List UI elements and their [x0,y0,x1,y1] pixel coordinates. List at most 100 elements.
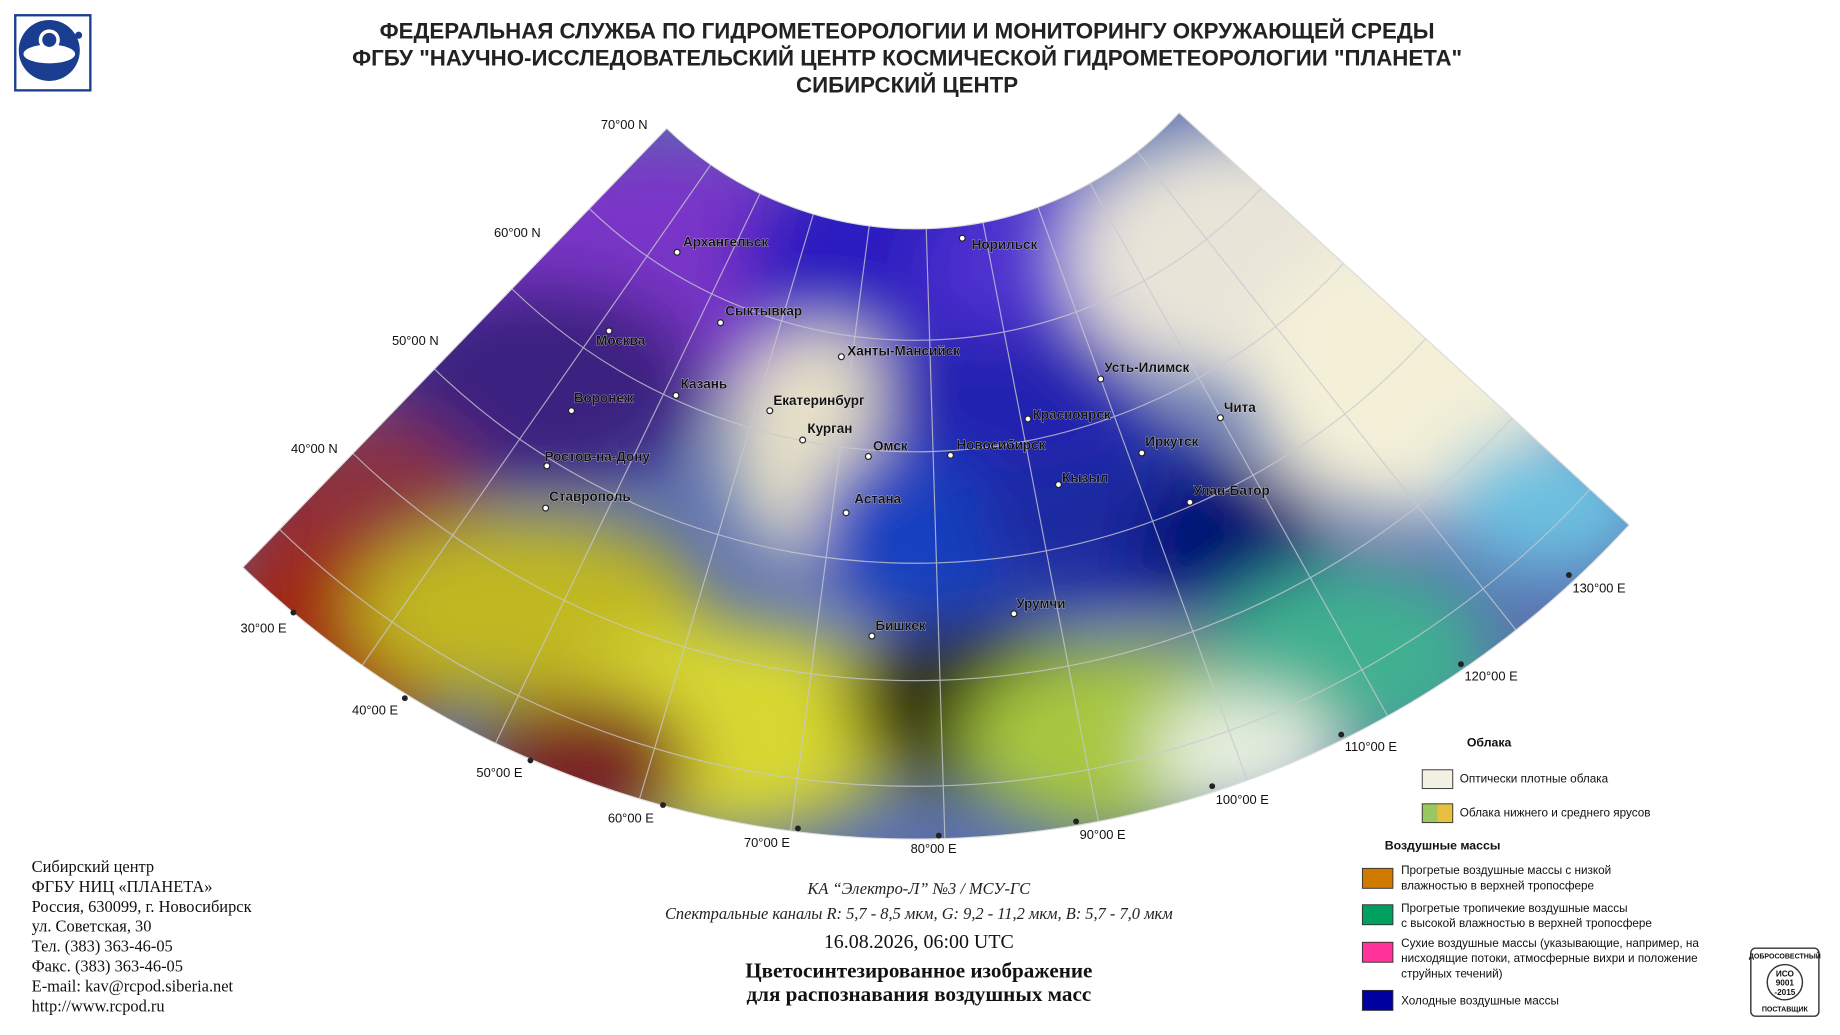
satellite-image [242,112,1630,840]
city-marker [868,632,876,640]
city-marker [716,319,725,327]
city-marker [864,452,872,460]
meridian [494,193,761,744]
city-label: Астана [854,491,901,506]
longitude-label: 90°00 E [1080,827,1126,842]
header-line: ФЕДЕРАЛЬНАЯ СЛУЖБА ПО ГИДРОМЕТЕОРОЛОГИИ … [380,19,1435,44]
badge-text: 9001 [1776,979,1795,988]
legend-label: нисходящие потоки, атмосферные вихри и п… [1401,952,1698,965]
header-line: СИБИРСКИЙ ЦЕНТР [796,73,1018,98]
channels: Спектральные каналы R: 5,7 - 8,5 мкм, G:… [665,904,1173,923]
legend-swatch [1437,803,1453,823]
contact-line: ФГБУ НИЦ «ПЛАНЕТА» [32,877,213,896]
legend-swatch [1361,989,1394,1011]
latitude-label: 60°00 N [494,225,541,240]
longitude-label: 40°00 E [352,703,398,718]
legend-label: струйных течений) [1401,967,1503,980]
city-marker [766,407,774,415]
meridian [982,222,1099,822]
legend-swatch [1361,867,1394,889]
legend-label: Облака нижнего и среднего ярусов [1460,807,1651,820]
legend-label: Прогретые тропичекие воздушные массы [1401,902,1627,915]
latitude-labels: 70°00 N 60°00 N 50°00 N 40°00 N [291,117,648,456]
legend-label: влажностью в верхней тропосфере [1401,879,1594,892]
meridian [790,225,870,832]
city-marker [1097,375,1105,383]
longitude-tick [1073,818,1080,825]
legend-label: с высокой влажностью в верхней тропосфер… [1401,917,1652,930]
longitude-tick [660,802,666,808]
parallel [588,187,1262,341]
datetime: 16.08.2026, 06:00 UTC [824,931,1014,953]
city-marker [1054,481,1062,489]
longitude-label: 100°00 E [1216,792,1270,807]
contact-line: ул. Советская, 30 [32,917,152,936]
city-marker [1024,415,1032,423]
legend: Облака Оптически плотные облака Облака н… [1361,735,1699,1011]
city-label: Кызыл [1062,470,1109,485]
longitude-label: 50°00 E [476,765,522,780]
caption: КА “Электро-Л” №3 / МСУ-ГС Спектральные … [665,879,1173,1006]
city-marker [543,462,551,470]
longitude-tick [290,609,297,616]
city-label: Архангельск [683,234,768,249]
contact-line: http://www.rcpod.ru [32,997,165,1016]
longitude-tick [935,832,942,839]
city-marker [842,509,850,517]
city-label: Бишкек [875,618,925,633]
legend-label: Холодные воздушные массы [1401,994,1559,1007]
logo [14,14,92,92]
city-label: Ханты-Мансийск [847,344,960,359]
satellite: КА “Электро-Л” №3 / МСУ-ГС [806,879,1031,898]
city-label: Ставрополь [549,489,631,504]
city-label: Казань [681,376,728,391]
caption-title: Цветосинтезированное изображение [745,958,1092,982]
longitude-tick [401,695,408,702]
badge-text: ИСО [1776,969,1795,978]
city-marker [1010,610,1018,618]
city-label: Екатеринбург [773,393,865,408]
parallel [352,417,1513,682]
city-marker [958,234,966,242]
city-label: Норильск [972,237,1038,252]
iso-badge: ДОБРОСОВЕСТНЫЙ ИСО 9001 -2015 ПОСТАВЩИК [1749,947,1821,1017]
city-label: Иркутск [1145,434,1198,449]
parallel [433,338,1427,564]
legend-swatch-border [1421,803,1454,824]
city-marker [799,436,807,444]
meridian [1089,183,1389,717]
meridian [638,213,814,800]
city-label: Красноярск [1033,407,1111,422]
meridian [1136,151,1517,631]
header-line: ФГБУ "НАУЧНО-ИССЛЕДОВАТЕЛЬСКИЙ ЦЕНТР КОС… [352,46,1462,71]
city-label: Омск [873,439,908,454]
longitude-label: 120°00 E [1464,669,1518,684]
cities: Архангельск Норильск Сыктывкар Москва Ханты-… [542,234,1270,640]
longitude-labels: 30°00 E 40°00 E 50°00 E 60°00 E 70°00 E 80°00… [241,572,1626,856]
city-label: Ростов-на-Дону [544,449,650,464]
city-label: Улан-Батор [1193,483,1269,498]
longitude-tick [1565,572,1572,578]
legend-swatch [1361,904,1394,926]
legend-label: Оптически плотные облака [1460,773,1609,786]
meridian [925,228,946,839]
city-label: Усть-Илимск [1104,360,1189,375]
city-label: Сыктывкар [725,304,802,319]
badge-text: -2015 [1774,988,1795,997]
contact-line: Сибирский центр [32,857,154,876]
legend-label: Сухие воздушные массы (указывающие, напр… [1401,937,1699,950]
badge-text: ПОСТАВЩИК [1762,1007,1809,1014]
meridian [1037,206,1248,781]
badge-text: ДОБРОСОВЕСТНЫЙ [1749,952,1821,961]
longitude-label: 30°00 E [241,620,287,635]
contact-line: Факс. (383) 363-46-05 [32,957,183,976]
city-marker [673,248,681,256]
longitude-label: 80°00 E [911,841,957,856]
parallel [511,262,1344,453]
city-marker [1186,498,1194,506]
longitude-tick [527,757,534,764]
contact-line: Россия, 630099, г. Новосибирск [32,897,252,916]
city-marker [672,391,680,399]
